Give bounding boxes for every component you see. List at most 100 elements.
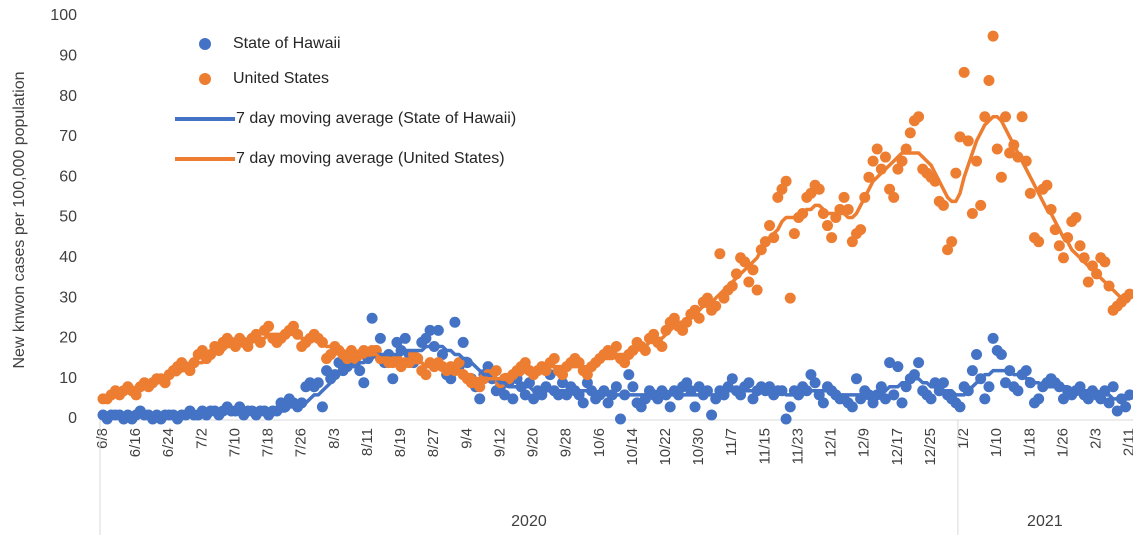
x-tick-label: 9/28 <box>558 428 575 457</box>
x-tick-label: 2/3 <box>1088 428 1105 449</box>
y-tick-label: 70 <box>59 128 77 145</box>
data-point <box>896 155 908 167</box>
x-tick-label: 12/25 <box>922 428 939 466</box>
x-tick-label: 9/12 <box>491 428 508 457</box>
y-axis-label: New knwon cases per 100,000 population <box>11 71 28 368</box>
x-tick-label: 11/7 <box>723 428 740 456</box>
data-point <box>1103 397 1115 409</box>
data-point <box>664 401 676 413</box>
data-point <box>971 155 983 167</box>
data-point <box>987 30 999 42</box>
data-point <box>1099 256 1111 268</box>
data-point <box>1020 365 1032 377</box>
y-tick-label: 60 <box>59 168 77 185</box>
data-point <box>954 131 966 143</box>
data-point <box>764 220 776 232</box>
data-point <box>896 397 908 409</box>
data-point <box>1120 401 1132 413</box>
data-point <box>424 324 436 336</box>
data-point <box>780 413 792 425</box>
data-point <box>822 220 833 232</box>
data-point <box>784 401 796 413</box>
data-point <box>871 143 883 155</box>
x-tick-label: 12/9 <box>856 428 873 457</box>
data-point <box>1012 385 1024 397</box>
data-point <box>701 292 713 304</box>
y-tick-label: 40 <box>59 249 77 266</box>
data-point <box>693 312 705 324</box>
data-point <box>888 389 900 401</box>
data-point <box>747 264 759 276</box>
data-point <box>937 199 949 211</box>
data-point <box>842 203 854 215</box>
data-point <box>975 199 987 211</box>
moving-average-line <box>103 344 1130 417</box>
data-point <box>374 332 386 344</box>
x-tick-label: 10/22 <box>657 428 674 466</box>
data-point <box>1074 240 1086 252</box>
x-tick-label: 7/2 <box>193 428 210 449</box>
data-point <box>1024 187 1036 199</box>
data-point <box>884 357 896 369</box>
legend-label: United States <box>233 70 329 87</box>
x-tick-label: 6/24 <box>160 428 177 457</box>
data-point <box>499 389 511 401</box>
data-point <box>1107 381 1119 393</box>
data-point <box>971 349 983 361</box>
data-point <box>689 401 701 413</box>
x-tick-label: 12/17 <box>889 428 906 466</box>
x-tick-label: 1/2 <box>955 428 972 449</box>
data-point <box>354 365 366 377</box>
y-tick-label: 0 <box>68 410 77 427</box>
legend-label: State of Hawaii <box>233 35 341 52</box>
data-point <box>627 381 639 393</box>
data-point <box>490 365 502 377</box>
data-point <box>966 365 978 377</box>
data-point <box>1033 393 1045 405</box>
data-point <box>904 127 916 139</box>
data-point <box>739 256 751 268</box>
data-point <box>358 377 370 389</box>
legend-marker <box>199 73 211 85</box>
x-tick-label: 11/15 <box>756 428 773 464</box>
data-point <box>867 155 879 167</box>
x-tick-label: 1/26 <box>1054 428 1071 457</box>
data-point <box>610 340 622 352</box>
legend-label: 7 day moving average (State of Hawaii) <box>236 110 516 127</box>
data-point <box>387 373 399 385</box>
data-point <box>879 151 891 163</box>
data-point <box>610 381 622 393</box>
x-tick-label: 6/8 <box>94 428 111 449</box>
data-point <box>1053 240 1065 252</box>
data-point <box>913 111 925 123</box>
data-point <box>548 353 560 365</box>
data-point <box>1033 236 1045 248</box>
x-tick-label: 7/10 <box>226 428 243 457</box>
moving-average-line <box>101 115 1130 401</box>
x-tick-label: 8/19 <box>392 428 409 457</box>
data-point <box>316 401 328 413</box>
data-point <box>1057 252 1069 264</box>
data-point <box>855 224 867 236</box>
data-point <box>457 336 469 348</box>
data-point <box>577 397 589 409</box>
x-tick-label: 6/16 <box>127 428 144 457</box>
x-tick-label: 10/6 <box>591 428 608 457</box>
data-point <box>875 381 887 393</box>
data-point <box>312 377 324 389</box>
data-point <box>399 332 411 344</box>
data-point <box>846 401 858 413</box>
x-tick-label: 1/10 <box>988 428 1005 457</box>
data-point <box>962 135 974 147</box>
data-point <box>420 369 432 381</box>
x-tick-label: 8/3 <box>326 428 343 449</box>
x-tick-label: 10/30 <box>690 428 707 466</box>
data-point <box>453 357 465 369</box>
data-point <box>979 111 991 123</box>
data-point <box>449 316 461 328</box>
data-point <box>788 228 800 240</box>
data-point <box>784 292 796 304</box>
data-point <box>557 377 569 389</box>
data-point <box>1111 405 1123 417</box>
